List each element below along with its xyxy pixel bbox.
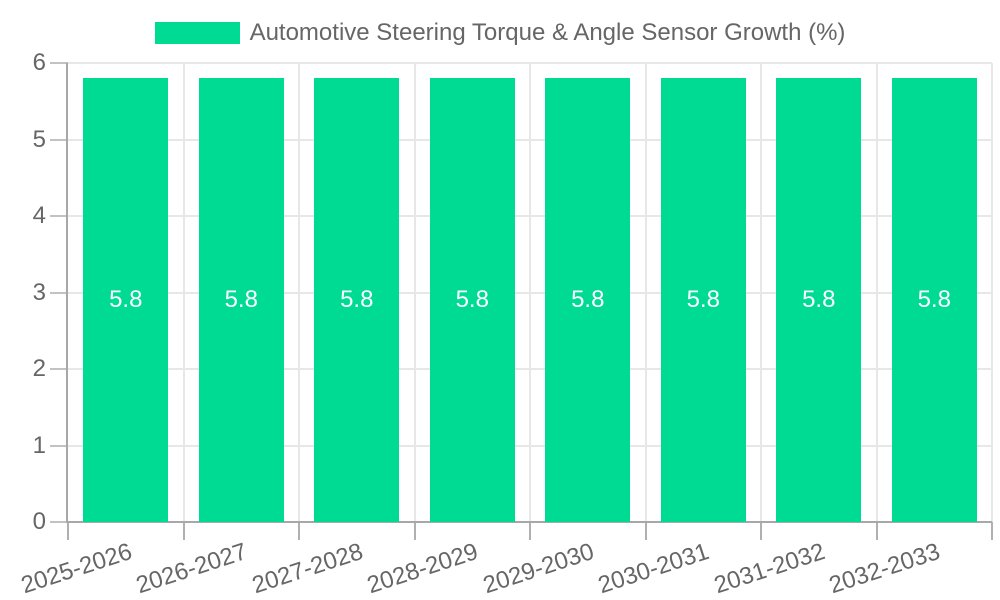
y-tick-mark (50, 521, 68, 523)
y-tick-label: 5 (32, 125, 46, 153)
x-gridline (644, 63, 647, 522)
x-axis-line (66, 521, 992, 523)
x-gridline (760, 63, 762, 522)
y-axis-line (66, 63, 68, 522)
bar[interactable]: 5.8 (660, 78, 746, 522)
bar[interactable]: 5.8 (198, 78, 284, 522)
x-tick-mark (875, 522, 878, 540)
bar[interactable]: 5.8 (776, 78, 862, 522)
bar[interactable]: 5.8 (545, 78, 631, 522)
x-gridline (298, 63, 300, 522)
x-gridline (875, 63, 878, 522)
y-tick-label: 3 (32, 278, 46, 306)
y-tick-mark (50, 215, 68, 217)
y-tick-label: 1 (32, 431, 46, 459)
legend: Automotive Steering Torque & Angle Senso… (0, 19, 1000, 47)
legend-swatch[interactable] (154, 22, 240, 44)
x-tick-mark (529, 522, 531, 540)
x-tick-mark (67, 522, 69, 540)
x-tick-mark (413, 522, 416, 540)
y-tick-label: 6 (32, 49, 46, 76)
x-tick-mark (760, 522, 762, 540)
bar-value-label: 5.8 (571, 286, 605, 314)
y-tick-label: 2 (32, 355, 46, 382)
bar[interactable]: 5.8 (314, 78, 400, 522)
bar-value-label: 5.8 (109, 286, 143, 314)
bar-value-label: 5.8 (340, 286, 374, 314)
bar-value-label: 5.8 (802, 286, 836, 314)
bar-value-label: 5.8 (455, 286, 489, 314)
y-tick-label: 4 (32, 202, 46, 229)
plot-area: 0 1 2 3 4 5 6 5.8 5.8 5.8 5.8 5.8 5.8 5.8 5.8 2025-2026… (18, 49, 993, 599)
x-gridline (991, 63, 993, 522)
legend-label[interactable]: Automotive Steering Torque & Angle Senso… (249, 19, 846, 46)
bar[interactable]: 5.8 (83, 78, 169, 522)
bar-value-label: 5.8 (686, 286, 720, 314)
x-gridline (182, 63, 185, 522)
y-tick-mark (50, 444, 68, 447)
y-tick-mark (50, 62, 68, 64)
y-tick-label: 0 (32, 508, 46, 535)
bar[interactable]: 5.8 (891, 78, 977, 522)
x-tick-mark (182, 522, 185, 540)
x-gridline (529, 63, 531, 522)
y-tick-mark (50, 368, 68, 370)
bar-value-label: 5.8 (224, 286, 258, 314)
bar-value-label: 5.8 (917, 286, 951, 314)
x-tick-mark (298, 522, 300, 540)
y-tick-mark (50, 138, 68, 141)
bar[interactable]: 5.8 (429, 78, 515, 522)
x-tick-mark (644, 522, 647, 540)
x-tick-mark (991, 522, 993, 540)
y-tick-mark (50, 291, 68, 294)
x-gridline (413, 63, 416, 522)
